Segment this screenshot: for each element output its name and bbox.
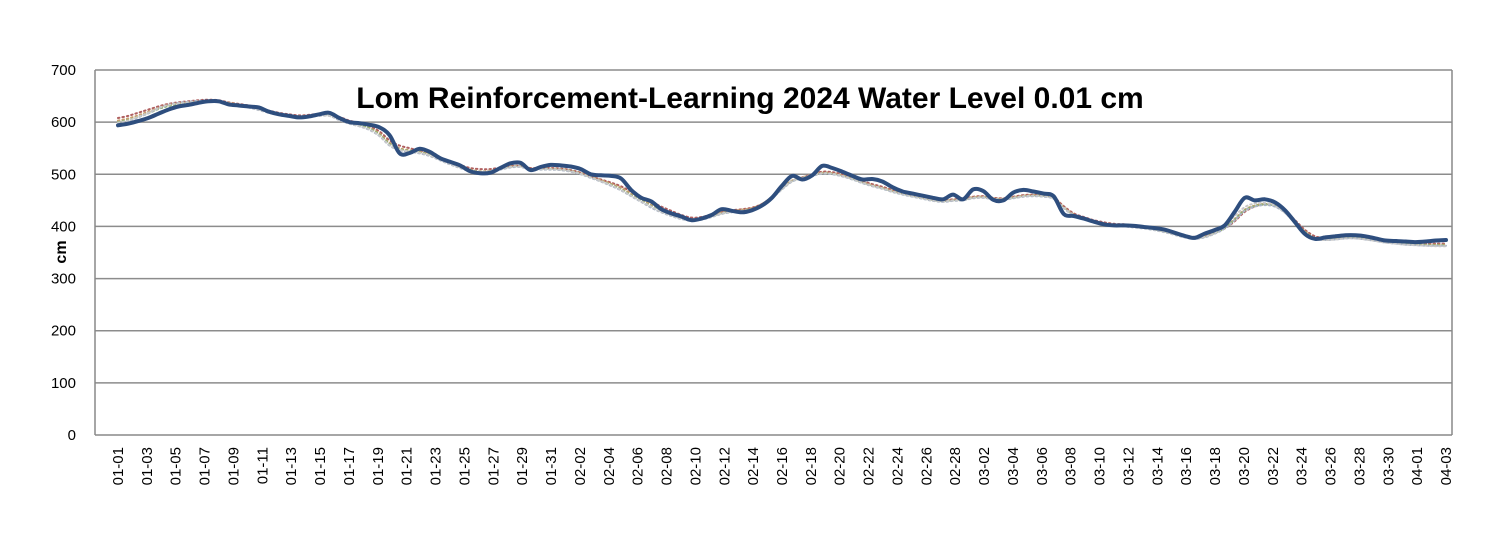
x-tick-label: 03-02 <box>976 447 993 485</box>
x-tick-label: 01-19 <box>370 447 387 485</box>
x-tick-label: 01-31 <box>543 447 560 485</box>
x-tick-label: 02-12 <box>716 447 733 485</box>
x-tick-label: 03-24 <box>1294 447 1311 485</box>
x-tick-label: 02-28 <box>947 447 964 485</box>
y-axis-ticks: 0 100 200 300 400 500 600 700 <box>51 62 76 444</box>
x-tick-label: 01-23 <box>428 447 445 485</box>
x-tick-label: 02-20 <box>832 447 849 485</box>
x-tick-label: 03-20 <box>1236 447 1253 485</box>
y-tick-label: 400 <box>51 218 76 235</box>
y-tick-label: 600 <box>51 114 76 131</box>
x-tick-label: 02-14 <box>745 447 762 485</box>
x-tick-label: 03-04 <box>1005 447 1022 485</box>
x-tick-label: 01-11 <box>254 447 271 484</box>
chart-title: Lom Reinforcement-Learning 2024 Water Le… <box>356 82 1144 115</box>
series-line-4 <box>117 99 1447 247</box>
x-tick-label: 04-03 <box>1438 447 1455 485</box>
x-tick-label: 01-01 <box>110 447 127 485</box>
y-tick-label: 700 <box>51 62 76 79</box>
x-tick-label: 02-10 <box>687 447 704 485</box>
series-line-0 <box>116 99 1448 245</box>
x-tick-label: 02-26 <box>918 447 935 485</box>
x-tick-label: 03-26 <box>1323 447 1340 485</box>
x-tick-label: 03-10 <box>1092 447 1109 485</box>
x-axis-ticks: 01-01 01-03 01-05 01-07 01-09 01-11 01-13 01-15… <box>110 447 1455 485</box>
y-tick-label: 500 <box>51 166 76 183</box>
x-tick-label: 03-18 <box>1207 447 1224 485</box>
y-tick-label: 200 <box>51 323 76 340</box>
x-tick-label: 03-28 <box>1351 447 1368 485</box>
x-tick-label: 01-03 <box>139 447 156 485</box>
x-tick-label: 01-07 <box>197 447 214 485</box>
x-tick-label: 01-15 <box>312 447 329 485</box>
x-tick-label: 03-12 <box>1120 447 1137 485</box>
x-tick-label: 01-13 <box>283 447 300 485</box>
x-tick-label: 03-08 <box>1063 447 1080 485</box>
x-tick-label: 02-24 <box>890 447 907 485</box>
x-tick-label: 01-09 <box>226 447 243 485</box>
x-tick-label: 01-05 <box>168 447 185 485</box>
y-tick-label: 300 <box>51 271 76 288</box>
x-tick-label: 03-14 <box>1149 447 1166 485</box>
x-tick-label: 02-06 <box>630 447 647 485</box>
x-tick-label: 01-29 <box>514 447 531 485</box>
x-tick-label: 02-22 <box>861 447 878 485</box>
x-tick-label: 02-02 <box>572 447 589 485</box>
gridlines <box>94 69 1453 436</box>
y-axis-label: cm <box>53 240 70 263</box>
x-tick-label: 02-08 <box>659 447 676 485</box>
x-tick-label: 01-27 <box>485 447 502 485</box>
x-tick-label: 03-16 <box>1178 447 1195 485</box>
series-lines <box>116 98 1448 248</box>
x-tick-label: 02-18 <box>803 447 820 485</box>
x-tick-label: 01-25 <box>456 447 473 485</box>
y-tick-label: 0 <box>68 427 76 444</box>
x-tick-label: 03-30 <box>1380 447 1397 485</box>
y-tick-label: 100 <box>51 375 76 392</box>
x-tick-label: 03-06 <box>1034 447 1051 485</box>
x-tick-label: 01-21 <box>399 447 416 485</box>
x-tick-label: 02-04 <box>601 447 618 485</box>
x-tick-label: 01-17 <box>341 447 358 485</box>
x-tick-label: 03-22 <box>1265 447 1282 485</box>
x-tick-label: 02-16 <box>774 447 791 485</box>
x-tick-label: 04-01 <box>1409 447 1426 485</box>
